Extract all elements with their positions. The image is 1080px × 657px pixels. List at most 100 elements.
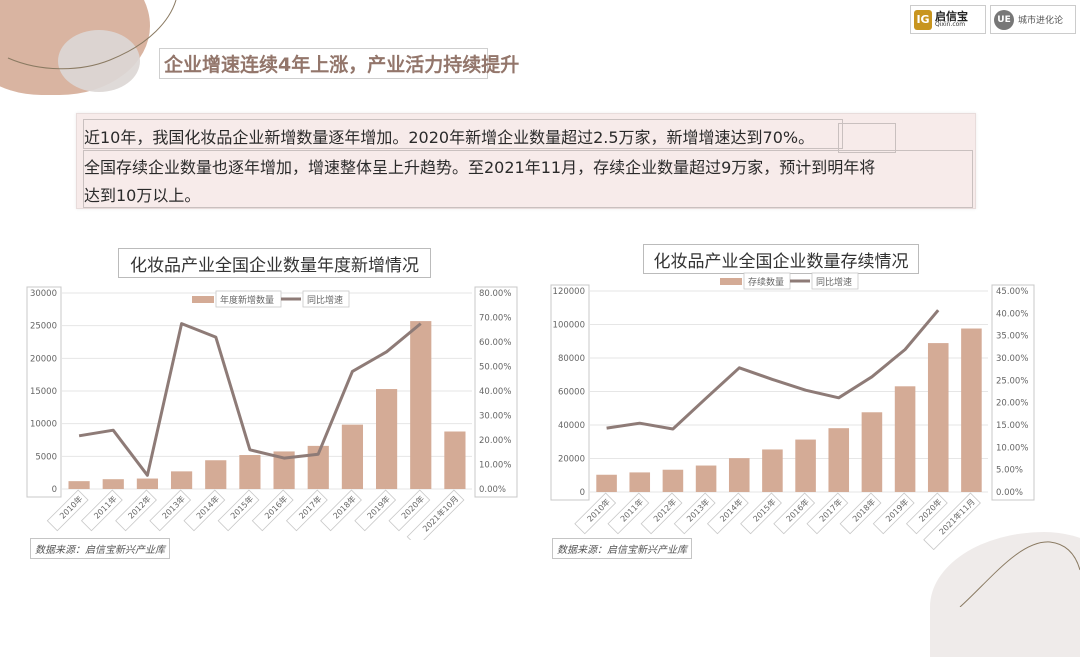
y-right-tick: 35.00% [996, 332, 1028, 342]
y-left-tick: 60000 [558, 388, 585, 398]
bar [307, 445, 329, 489]
bar [444, 431, 466, 489]
legend-label: 年度新增数量 [220, 294, 274, 306]
x-tick-label: 2018年 [839, 492, 882, 535]
legend-bar-swatch [192, 296, 214, 303]
bar [239, 455, 261, 489]
y-right-tick: 5.00% [996, 466, 1023, 476]
summary-box: 近10年，我国化妆品企业新增数量逐年增加。2020年新增企业数量超过2.5万家，… [76, 113, 976, 209]
decorative-curve [959, 541, 1080, 607]
y-left-tick: 40000 [558, 421, 585, 431]
x-tick-label: 2015年 [740, 492, 782, 535]
y-right-tick: 20.00% [479, 436, 511, 446]
decorative-blob [58, 30, 140, 92]
bar [170, 471, 193, 489]
decorative-curve [7, 0, 177, 70]
growth-rate-line [78, 322, 422, 477]
y-left-tick: 25000 [30, 322, 57, 332]
y-right-tick: 60.00% [479, 338, 511, 348]
legend-label: 同比增速 [307, 294, 343, 306]
x-tick-label: 2014年 [706, 492, 749, 535]
legend-label: 同比增速 [816, 276, 852, 288]
bar [341, 424, 364, 489]
logo-bar: IG 启信宝 Qixin.com UE 城市进化论 [910, 5, 1076, 34]
left-axis-frame [26, 286, 62, 498]
y-left-tick: 0 [52, 485, 57, 495]
page-title: 企业增速连续4年上涨，产业活力持续提升 [159, 48, 519, 79]
x-tick-label: 2012年 [115, 489, 157, 532]
y-left-tick: 10000 [30, 420, 57, 430]
bar [762, 449, 783, 492]
bar [68, 481, 90, 489]
bar [961, 328, 982, 492]
y-right-tick: 50.00% [479, 363, 511, 373]
bar [861, 412, 883, 492]
x-tick-label: 2018年 [320, 489, 362, 532]
ue-logo: UE 城市进化论 [990, 5, 1076, 34]
y-left-tick: 120000 [553, 287, 585, 297]
right-axis-frame [474, 286, 518, 498]
x-tick-label: 2011年 [80, 489, 123, 532]
data-source-label: 数据来源：启信宝新兴产业库 [30, 538, 170, 559]
summary-line: 近10年，我国化妆品企业新增数量逐年增加。2020年新增企业数量超过2.5万家，… [84, 128, 815, 147]
x-tick-label: 2013年 [149, 489, 192, 532]
qixin-logo: IG 启信宝 Qixin.com [910, 5, 986, 34]
bar [795, 439, 816, 492]
left-axis-frame [550, 284, 590, 501]
y-right-tick: 10.00% [479, 461, 511, 471]
text-frame [838, 123, 896, 153]
bar [375, 389, 398, 489]
legend-bar-swatch [720, 278, 742, 285]
bar [136, 478, 159, 489]
qixin-logo-url: Qixin.com [935, 21, 966, 28]
y-left-tick: 100000 [553, 321, 585, 331]
x-tick-label: 2015年 [217, 489, 260, 532]
bar [695, 465, 717, 492]
text-frame [83, 119, 843, 149]
bar [273, 451, 295, 489]
y-right-tick: 15.00% [996, 421, 1028, 431]
x-tick-label: 2017年 [806, 492, 849, 535]
x-tick-label: 2011年 [607, 492, 650, 535]
y-right-tick: 0.00% [996, 488, 1023, 498]
y-right-tick: 30.00% [996, 354, 1028, 364]
y-right-tick: 20.00% [996, 399, 1028, 409]
y-right-tick: 40.00% [996, 309, 1028, 319]
chart-title-new-enterprises: 化妆品产业全国企业数量年度新增情况 [118, 248, 431, 278]
data-source-label: 数据来源：启信宝新兴产业库 [552, 538, 692, 559]
bar [102, 479, 124, 489]
x-tick-label: 2012年 [640, 492, 683, 535]
right-axis-frame [991, 284, 1035, 501]
y-left-tick: 20000 [558, 455, 585, 465]
y-right-tick: 0.00% [479, 485, 506, 495]
x-tick-label: 2017年 [285, 489, 328, 532]
bar [927, 343, 949, 492]
summary-line: 达到10万以上。 [84, 186, 201, 205]
bar [894, 386, 916, 492]
y-left-tick: 5000 [35, 452, 57, 462]
ue-logo-text: 城市进化论 [1018, 16, 1064, 26]
y-left-tick: 30000 [30, 289, 57, 299]
x-tick-label: 2016年 [773, 492, 816, 535]
y-right-tick: 25.00% [996, 376, 1028, 386]
x-tick-label: 2019年 [872, 492, 915, 535]
bar [629, 472, 651, 492]
bar [205, 460, 227, 489]
bar [728, 458, 750, 492]
y-left-tick: 80000 [558, 354, 585, 364]
x-tick-label: 2014年 [183, 489, 226, 532]
qixin-logo-icon: IG [914, 9, 932, 30]
bar [596, 474, 617, 492]
qixin-logo-text: 启信宝 [935, 10, 968, 23]
summary-line: 全国存续企业数量也逐年增加，增速整体呈上升趋势。至2021年11月，存续企业数量… [84, 158, 876, 177]
text-frame [83, 150, 973, 208]
x-tick-label: 2013年 [673, 492, 716, 535]
y-right-tick: 10.00% [996, 443, 1028, 453]
y-right-tick: 40.00% [479, 387, 511, 397]
x-tick-label: 2019年 [354, 489, 397, 532]
chart-existing-enterprises: 0 20000 40000 60000 80000 100000 120000 0.00% 5.… [550, 272, 1035, 550]
y-right-tick: 70.00% [479, 314, 511, 324]
bar [410, 321, 432, 489]
y-left-tick: 20000 [30, 354, 57, 364]
ue-logo-icon: UE [994, 9, 1014, 30]
